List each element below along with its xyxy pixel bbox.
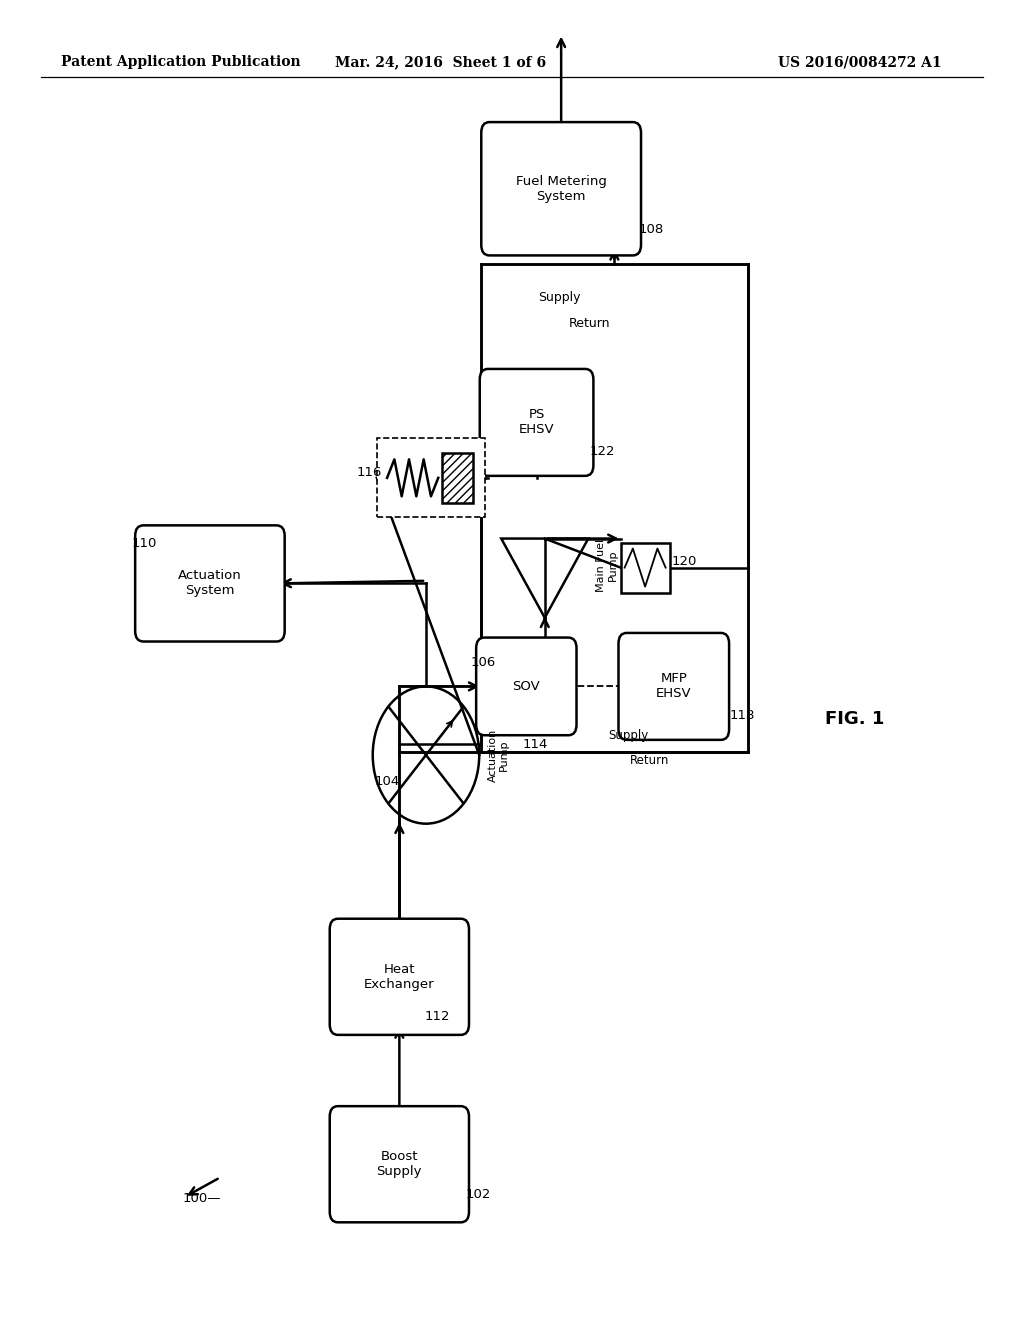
Text: 104: 104 bbox=[375, 775, 400, 788]
FancyBboxPatch shape bbox=[479, 368, 594, 475]
Text: Patent Application Publication: Patent Application Publication bbox=[61, 55, 301, 70]
Text: Boost
Supply: Boost Supply bbox=[377, 1150, 422, 1179]
Text: Return: Return bbox=[569, 317, 610, 330]
Text: 114: 114 bbox=[522, 738, 548, 751]
Text: Fuel Metering
System: Fuel Metering System bbox=[516, 174, 606, 203]
Text: 118: 118 bbox=[729, 709, 755, 722]
Text: Return: Return bbox=[630, 754, 669, 767]
Text: FIG. 1: FIG. 1 bbox=[825, 710, 885, 729]
Bar bbox=[442, 453, 473, 503]
Text: 108: 108 bbox=[639, 223, 665, 236]
Text: 112: 112 bbox=[425, 1010, 451, 1023]
Text: 106: 106 bbox=[471, 656, 497, 669]
Text: US 2016/0084272 A1: US 2016/0084272 A1 bbox=[778, 55, 942, 70]
Text: Actuation
System: Actuation System bbox=[178, 569, 242, 598]
Text: 102: 102 bbox=[466, 1188, 492, 1201]
Text: MFP
EHSV: MFP EHSV bbox=[656, 672, 691, 701]
FancyBboxPatch shape bbox=[330, 1106, 469, 1222]
Text: 110: 110 bbox=[131, 537, 157, 550]
Text: 120: 120 bbox=[672, 554, 697, 568]
Text: Main Fuel
Pump: Main Fuel Pump bbox=[596, 539, 618, 591]
Text: Mar. 24, 2016  Sheet 1 of 6: Mar. 24, 2016 Sheet 1 of 6 bbox=[335, 55, 546, 70]
FancyBboxPatch shape bbox=[618, 634, 729, 739]
Bar bbox=[481, 264, 748, 752]
FancyBboxPatch shape bbox=[135, 525, 285, 642]
Text: Supply: Supply bbox=[608, 729, 649, 742]
Text: 100—: 100— bbox=[182, 1192, 221, 1205]
FancyBboxPatch shape bbox=[476, 638, 577, 735]
FancyBboxPatch shape bbox=[330, 919, 469, 1035]
Text: SOV: SOV bbox=[512, 680, 541, 693]
Bar bbox=[377, 438, 485, 517]
Text: Actuation
Pump: Actuation Pump bbox=[487, 729, 509, 781]
Text: 116: 116 bbox=[356, 466, 382, 479]
FancyBboxPatch shape bbox=[481, 123, 641, 256]
Bar bbox=[621, 543, 670, 593]
Text: Heat
Exchanger: Heat Exchanger bbox=[365, 962, 434, 991]
Text: PS
EHSV: PS EHSV bbox=[519, 408, 554, 437]
Text: 122: 122 bbox=[590, 445, 615, 458]
Text: Supply: Supply bbox=[538, 290, 581, 304]
